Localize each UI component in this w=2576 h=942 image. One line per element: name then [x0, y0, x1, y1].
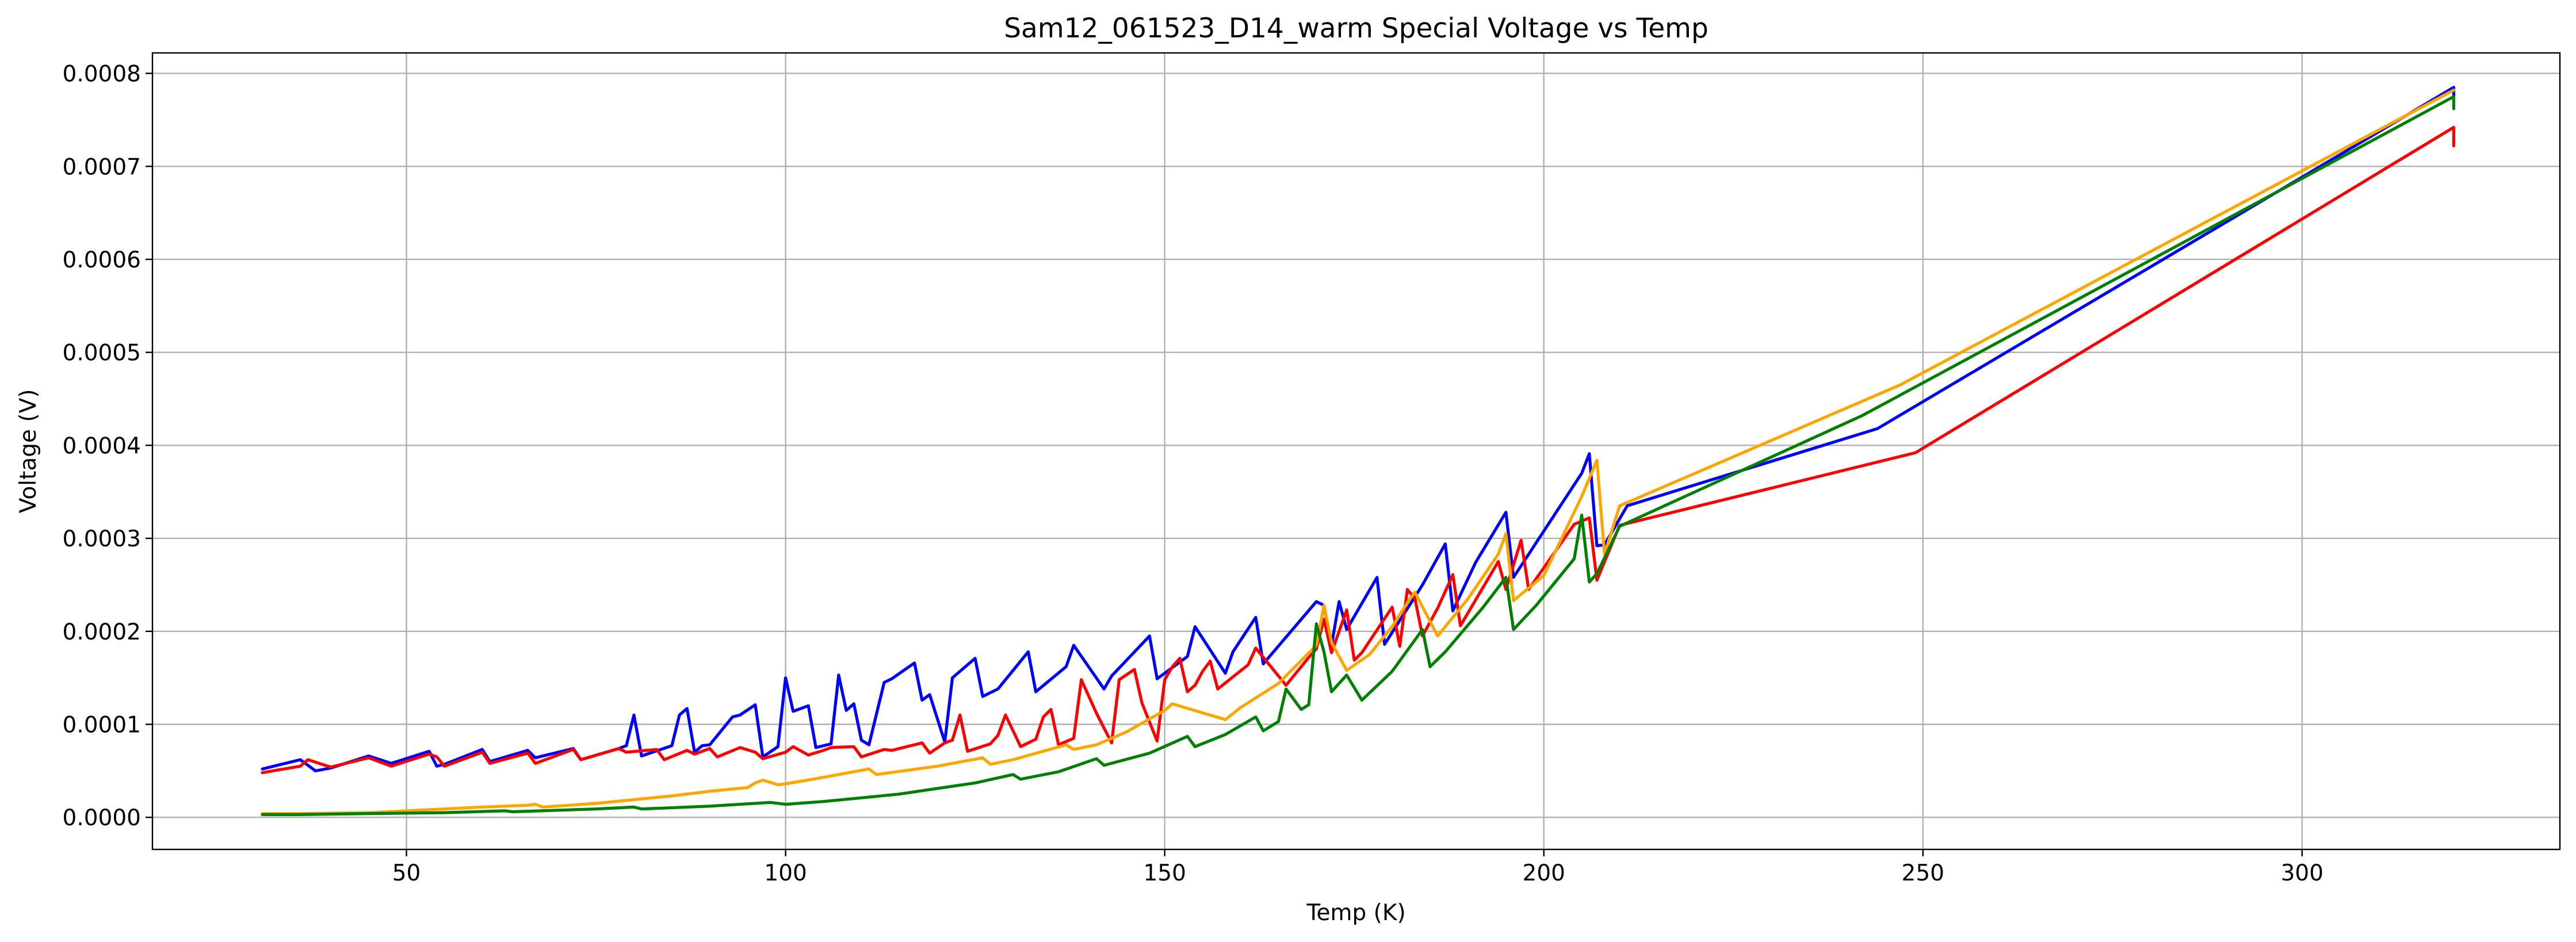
y-tick-label: 0.0003 [63, 526, 141, 552]
x-tick-label: 250 [1902, 860, 1944, 886]
x-axis-label: Temp (K) [1306, 900, 1405, 926]
ticks: 50 100 150 200 250 300 0.0000 0.0001 0.0002 0.000… [63, 62, 2324, 886]
series-group [261, 86, 2456, 817]
plot-frame [151, 52, 2561, 851]
series-line-3 [261, 89, 2456, 815]
y-tick-label: 0.0008 [63, 62, 141, 87]
x-tick-label: 50 [392, 860, 421, 886]
chart-title: Sam12_061523_D14_warm Special Voltage vs… [1004, 13, 1709, 44]
y-tick-label: 0.0001 [63, 713, 141, 738]
y-tick-label: 0.0002 [63, 619, 141, 645]
y-tick-label: 0.0007 [63, 154, 141, 180]
x-tick-label: 100 [764, 860, 807, 886]
y-tick-label: 0.0004 [63, 433, 141, 459]
series-line-4 [261, 95, 2456, 817]
series-line-2 [261, 125, 2456, 775]
x-tick-label: 150 [1143, 860, 1186, 886]
y-tick-label: 0.0005 [63, 340, 141, 366]
grid [152, 53, 2560, 849]
y-tick-label: 0.0000 [63, 805, 141, 831]
x-tick-label: 300 [2281, 860, 2323, 886]
y-tick-label: 0.0006 [63, 247, 141, 273]
y-axis-label: Voltage (V) [16, 389, 41, 514]
x-tick-label: 200 [1523, 860, 1565, 886]
